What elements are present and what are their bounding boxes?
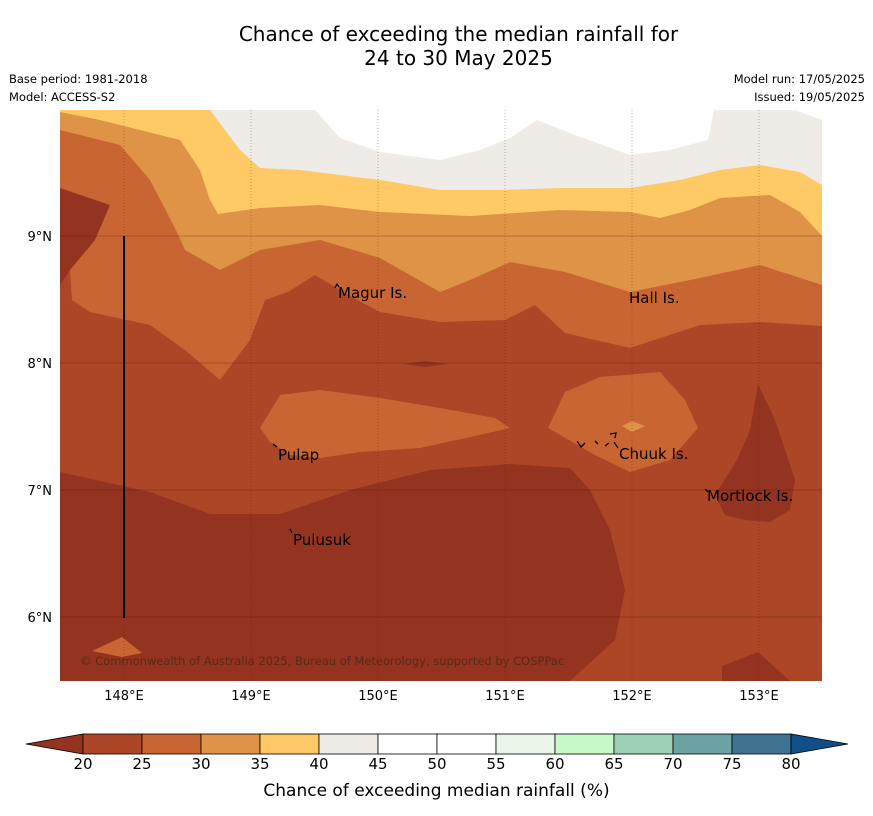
label-pulap: Pulap <box>278 446 319 464</box>
place-labels: Magur Is. Hall Is. Pulap Chuuk Is. Mortl… <box>278 284 793 549</box>
colorbar-tick-label: 35 <box>250 755 270 773</box>
lon-tick: 150°E <box>358 689 398 704</box>
latitude-labels: 9°N 8°N 7°N 6°N <box>28 230 53 626</box>
meta-right: Model run: 17/05/2025 Issued: 19/05/2025 <box>734 70 865 106</box>
lat-tick: 6°N <box>28 611 53 626</box>
base-period: Base period: 1981-2018 <box>9 72 148 86</box>
colorbar-swatch <box>377 733 438 755</box>
model-name: Model: ACCESS-S2 <box>9 90 116 104</box>
colorbar-tick-label: 70 <box>663 755 683 773</box>
magur-marker <box>334 282 340 289</box>
lat-tick: 9°N <box>28 230 53 245</box>
contour-25-30-chuuk <box>548 372 698 472</box>
colorbar-tick-label: 20 <box>73 755 93 773</box>
colorbar-swatch <box>82 733 143 755</box>
contour-below-20-southeast <box>722 652 790 681</box>
label-magur: Magur Is. <box>338 284 407 302</box>
model-run: Model run: 17/05/2025 <box>733 72 865 86</box>
lon-tick: 151°E <box>485 689 525 704</box>
colorbar-swatch <box>318 733 379 755</box>
colorbar-tick-label: 75 <box>722 755 742 773</box>
contour-25-30-pulap <box>260 390 510 458</box>
meta-left: Base period: 1981-2018 Model: ACCESS-S2 <box>9 70 148 106</box>
title-line-1: Chance of exceeding the median rainfall … <box>238 22 679 46</box>
colorbar-swatch <box>672 733 733 755</box>
colorbar-under-arrow <box>25 733 84 755</box>
colorbar-swatch <box>613 733 674 755</box>
label-mortlock: Mortlock Is. <box>707 487 793 505</box>
colorbar-ticks: 20 25 30 35 40 45 50 55 60 65 70 75 80 <box>0 755 873 777</box>
colorbar-tick-label: 65 <box>604 755 624 773</box>
lat-tick: 7°N <box>28 484 53 499</box>
colorbar-tick-label: 25 <box>132 755 152 773</box>
colorbar-swatch <box>141 733 202 755</box>
contour-30-35-chuuk <box>622 421 645 432</box>
lon-tick: 152°E <box>612 689 652 704</box>
colorbar-swatch <box>554 733 615 755</box>
contour-45-50 <box>240 110 714 160</box>
contour-below-20-mortlock <box>715 384 795 522</box>
island-markers <box>272 282 709 534</box>
pulap-marker <box>272 443 278 448</box>
colorbar-tick-label: 60 <box>545 755 565 773</box>
colorbar-swatch <box>495 733 556 755</box>
colorbar-over-arrow <box>790 733 849 755</box>
colorbar-tick-label: 55 <box>486 755 506 773</box>
lon-tick: 153°E <box>739 689 779 704</box>
longitude-labels: 148°E 149°E 150°E 151°E 152°E 153°E <box>104 689 779 704</box>
label-hall: Hall Is. <box>629 289 680 307</box>
pulusuk-marker <box>289 528 293 534</box>
lat-tick: 8°N <box>28 357 53 372</box>
label-chuuk: Chuuk Is. <box>619 445 688 463</box>
colorbar-tick-label: 50 <box>427 755 447 773</box>
lon-tick: 149°E <box>231 689 271 704</box>
chart-title: Chance of exceeding the median rainfall … <box>0 22 873 70</box>
contour-below-20-south <box>60 464 625 681</box>
colorbar-tick-label: 30 <box>191 755 211 773</box>
colorbar-swatch <box>200 733 261 755</box>
title-line-2: 24 to 30 May 2025 <box>364 46 553 70</box>
contour-below-20-spot <box>403 361 448 367</box>
colorbar-label: Chance of exceeding median rainfall (%) <box>263 781 610 801</box>
copyright-text: © Commonwealth of Australia 2025, Bureau… <box>80 654 564 668</box>
map-contours <box>60 110 822 681</box>
chuuk-marker <box>576 432 619 449</box>
contour-45-50-ne <box>795 110 822 120</box>
colorbar-tick-label: 40 <box>309 755 329 773</box>
mortlock-marker <box>704 488 709 493</box>
issued-date: Issued: 19/05/2025 <box>754 90 865 104</box>
colorbar-tick-label: 45 <box>368 755 388 773</box>
colorbar-swatch <box>731 733 792 755</box>
lon-tick: 148°E <box>104 689 144 704</box>
label-pulusuk: Pulusuk <box>293 531 351 549</box>
colorbar <box>25 733 849 755</box>
colorbar-tick-label: 80 <box>781 755 801 773</box>
contour-below-20-west <box>60 110 110 285</box>
colorbar-swatch <box>436 733 497 755</box>
colorbar-swatch <box>259 733 320 755</box>
contour-below-20-bl <box>92 637 142 657</box>
